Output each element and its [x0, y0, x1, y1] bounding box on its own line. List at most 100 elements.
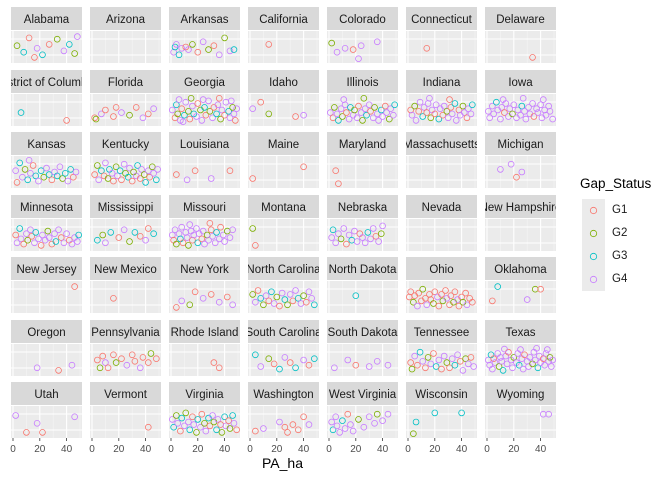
- data-point-g3: [20, 48, 28, 56]
- facet-strip: [169, 382, 240, 405]
- data-point-g4: [331, 364, 338, 372]
- data-point-g2: [193, 429, 200, 436]
- data-point-g4: [351, 227, 358, 235]
- facet-panel: West Virginia 0 20 40: [326, 382, 398, 455]
- facet-label: Ohio: [429, 264, 453, 276]
- facet-background: [169, 156, 240, 188]
- data-point-g3: [170, 423, 177, 431]
- facet-strip: [327, 70, 398, 93]
- facet-label: New York: [180, 264, 229, 276]
- data-point-g2: [265, 355, 273, 363]
- data-point-g3: [37, 167, 45, 175]
- data-point-g4: [27, 226, 34, 234]
- data-point-g2: [21, 166, 29, 173]
- data-point-g4: [375, 238, 382, 245]
- data-point-g4: [120, 160, 128, 168]
- data-point-g4: [537, 101, 544, 109]
- facet-label: Connecticut: [411, 14, 473, 26]
- facet-background: [11, 31, 82, 63]
- data-point-g3: [469, 101, 476, 109]
- x-tick-label: 20: [34, 444, 46, 455]
- facet-panel: Oregon: [11, 320, 82, 376]
- facet-panel: Iowa: [485, 70, 556, 126]
- data-point-g4: [440, 352, 448, 360]
- data-point-g3: [178, 414, 186, 422]
- data-point-g4: [278, 289, 286, 297]
- data-point-g1: [455, 302, 463, 310]
- facet-strip: [169, 70, 240, 93]
- data-point-g1: [343, 240, 350, 248]
- data-point-g2: [59, 175, 66, 182]
- data-point-g1: [186, 115, 194, 123]
- data-point-g4: [525, 104, 532, 111]
- data-point-g3: [329, 226, 337, 234]
- data-point-g3: [225, 108, 232, 115]
- data-point-g1: [23, 429, 30, 436]
- data-point-g2: [260, 301, 267, 309]
- data-point-g1: [13, 179, 21, 186]
- data-point-g1: [48, 176, 56, 184]
- data-point-g1: [91, 171, 98, 178]
- data-point-g1: [490, 355, 498, 363]
- data-point-g4: [17, 235, 25, 243]
- data-point-g1: [367, 108, 374, 115]
- data-point-g4: [300, 356, 307, 364]
- data-point-g4: [27, 170, 34, 177]
- data-point-g1: [144, 225, 152, 232]
- data-point-g4: [347, 421, 354, 428]
- data-point-g1: [381, 102, 389, 110]
- facet-label: Indiana: [423, 77, 461, 89]
- facet-panel: Utah 0 20 40: [10, 382, 82, 455]
- data-point-g3: [45, 171, 53, 178]
- data-point-g4: [332, 239, 340, 247]
- data-point-g4: [486, 114, 493, 122]
- data-point-g4: [333, 422, 341, 430]
- facet-panel: Tennessee: [406, 320, 477, 376]
- facet-label: Tennessee: [414, 327, 470, 339]
- facet-background: [327, 406, 398, 438]
- data-point-g4: [186, 221, 194, 228]
- data-point-g4: [199, 38, 207, 46]
- data-point-g3: [75, 231, 82, 239]
- data-point-g4: [545, 357, 552, 365]
- facet-strip: [248, 382, 319, 405]
- data-point-g4: [328, 234, 335, 241]
- facet-strip: [485, 7, 556, 30]
- facet-panel: Missouri: [169, 195, 240, 251]
- data-point-g4: [529, 100, 536, 107]
- data-point-g4: [39, 231, 46, 239]
- data-point-g4: [118, 109, 125, 116]
- data-point-g1: [194, 100, 202, 107]
- legend-swatch-g4: [589, 275, 598, 284]
- data-point-g4: [384, 361, 392, 369]
- data-point-g4: [308, 294, 315, 302]
- data-point-g1: [70, 173, 77, 181]
- data-point-g4: [387, 105, 394, 112]
- data-point-g4: [197, 423, 204, 431]
- data-point-g4: [138, 166, 145, 173]
- data-point-g1: [115, 234, 123, 241]
- data-point-g1: [335, 180, 342, 188]
- facet-label: Wisconsin: [415, 389, 467, 401]
- data-point-g4: [305, 421, 313, 428]
- data-point-g4: [74, 238, 81, 245]
- data-point-g4: [215, 235, 223, 243]
- data-point-g4: [123, 361, 131, 369]
- data-point-g3: [194, 416, 202, 423]
- data-point-g2: [351, 106, 358, 114]
- data-point-g3: [276, 365, 283, 373]
- data-point-g1: [343, 109, 350, 116]
- data-point-g4: [498, 357, 506, 365]
- facet-background: [11, 406, 82, 438]
- data-point-g2: [249, 291, 256, 298]
- data-point-g4: [383, 109, 390, 116]
- data-point-g1: [431, 110, 439, 118]
- data-point-g4: [228, 97, 235, 105]
- legend-label-g4: G4: [612, 273, 628, 285]
- facet-panel: Alabama: [11, 7, 82, 63]
- facet-panel: New York: [169, 257, 240, 313]
- data-point-g2: [424, 354, 432, 361]
- data-point-g4: [144, 167, 152, 175]
- data-point-g1: [415, 289, 423, 297]
- facet-label: Kansas: [27, 139, 66, 151]
